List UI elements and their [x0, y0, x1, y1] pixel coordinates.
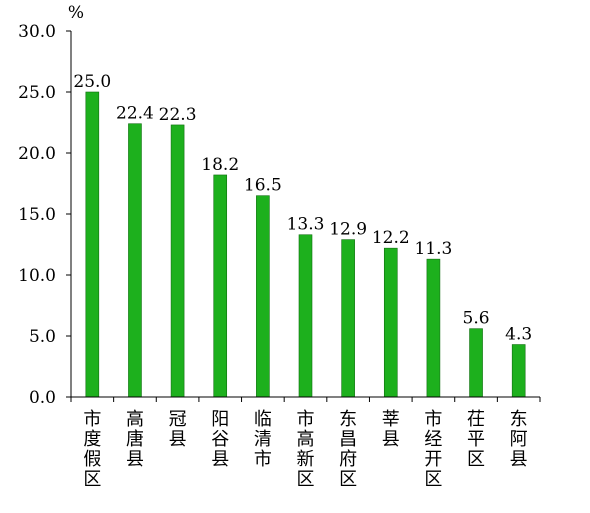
y-axis: 0.0 5.0 10.0 15.0 20.0 25.0 30.0 [18, 22, 72, 408]
data-label: 13.3 [287, 215, 325, 235]
category-label: 市高新区 [297, 409, 315, 490]
y-tick-label: 0.0 [29, 388, 56, 408]
y-tick-label: 10.0 [18, 266, 56, 286]
data-label: 12.9 [329, 220, 367, 240]
category-label: 东阿县 [510, 409, 528, 470]
category-label: 莘县 [382, 409, 400, 450]
bar [298, 234, 313, 398]
bar [128, 123, 142, 398]
y-tick-label: 5.0 [29, 327, 56, 347]
data-label: 22.3 [159, 105, 197, 125]
bar [85, 91, 100, 398]
data-label: 12.2 [372, 228, 410, 248]
data-label: 4.3 [505, 325, 532, 345]
bar [256, 195, 270, 398]
bar [213, 174, 228, 398]
y-unit-label: % [68, 3, 84, 23]
bar [341, 239, 355, 398]
category-label: 茌平区 [467, 409, 485, 470]
category-label: 临清市 [254, 409, 272, 470]
y-tick-label: 15.0 [18, 205, 56, 225]
y-tick-label: 30.0 [18, 22, 56, 42]
bar [426, 258, 441, 398]
data-label: 22.4 [116, 104, 154, 124]
y-tick-label: 20.0 [18, 144, 56, 164]
category-label: 东昌府区 [339, 409, 357, 490]
y-tick-label: 25.0 [18, 83, 56, 103]
bar [383, 247, 398, 398]
bar [469, 328, 483, 398]
bar [511, 344, 526, 398]
data-label: 18.2 [201, 155, 239, 175]
data-label: 25.0 [73, 72, 111, 92]
category-label: 高唐县 [126, 409, 144, 470]
bars: 25.022.4 22.3 18.216.513.3 12.9 12.211.3 5.6 4… [73, 72, 532, 398]
category-label: 冠县 [169, 409, 187, 450]
data-label: 16.5 [244, 176, 282, 196]
category-label: 市度假区 [83, 409, 101, 490]
bar [170, 124, 185, 398]
x-axis: 市度假区 高唐县 冠县 阳谷县 临清市 市高新区 东昌府区 莘县 市经开区 茌平区 东阿县 [70, 396, 541, 490]
data-label: 11.3 [414, 239, 452, 259]
category-label: 市经开区 [424, 409, 442, 490]
category-label: 阳谷县 [211, 409, 229, 470]
data-label: 5.6 [463, 309, 490, 329]
